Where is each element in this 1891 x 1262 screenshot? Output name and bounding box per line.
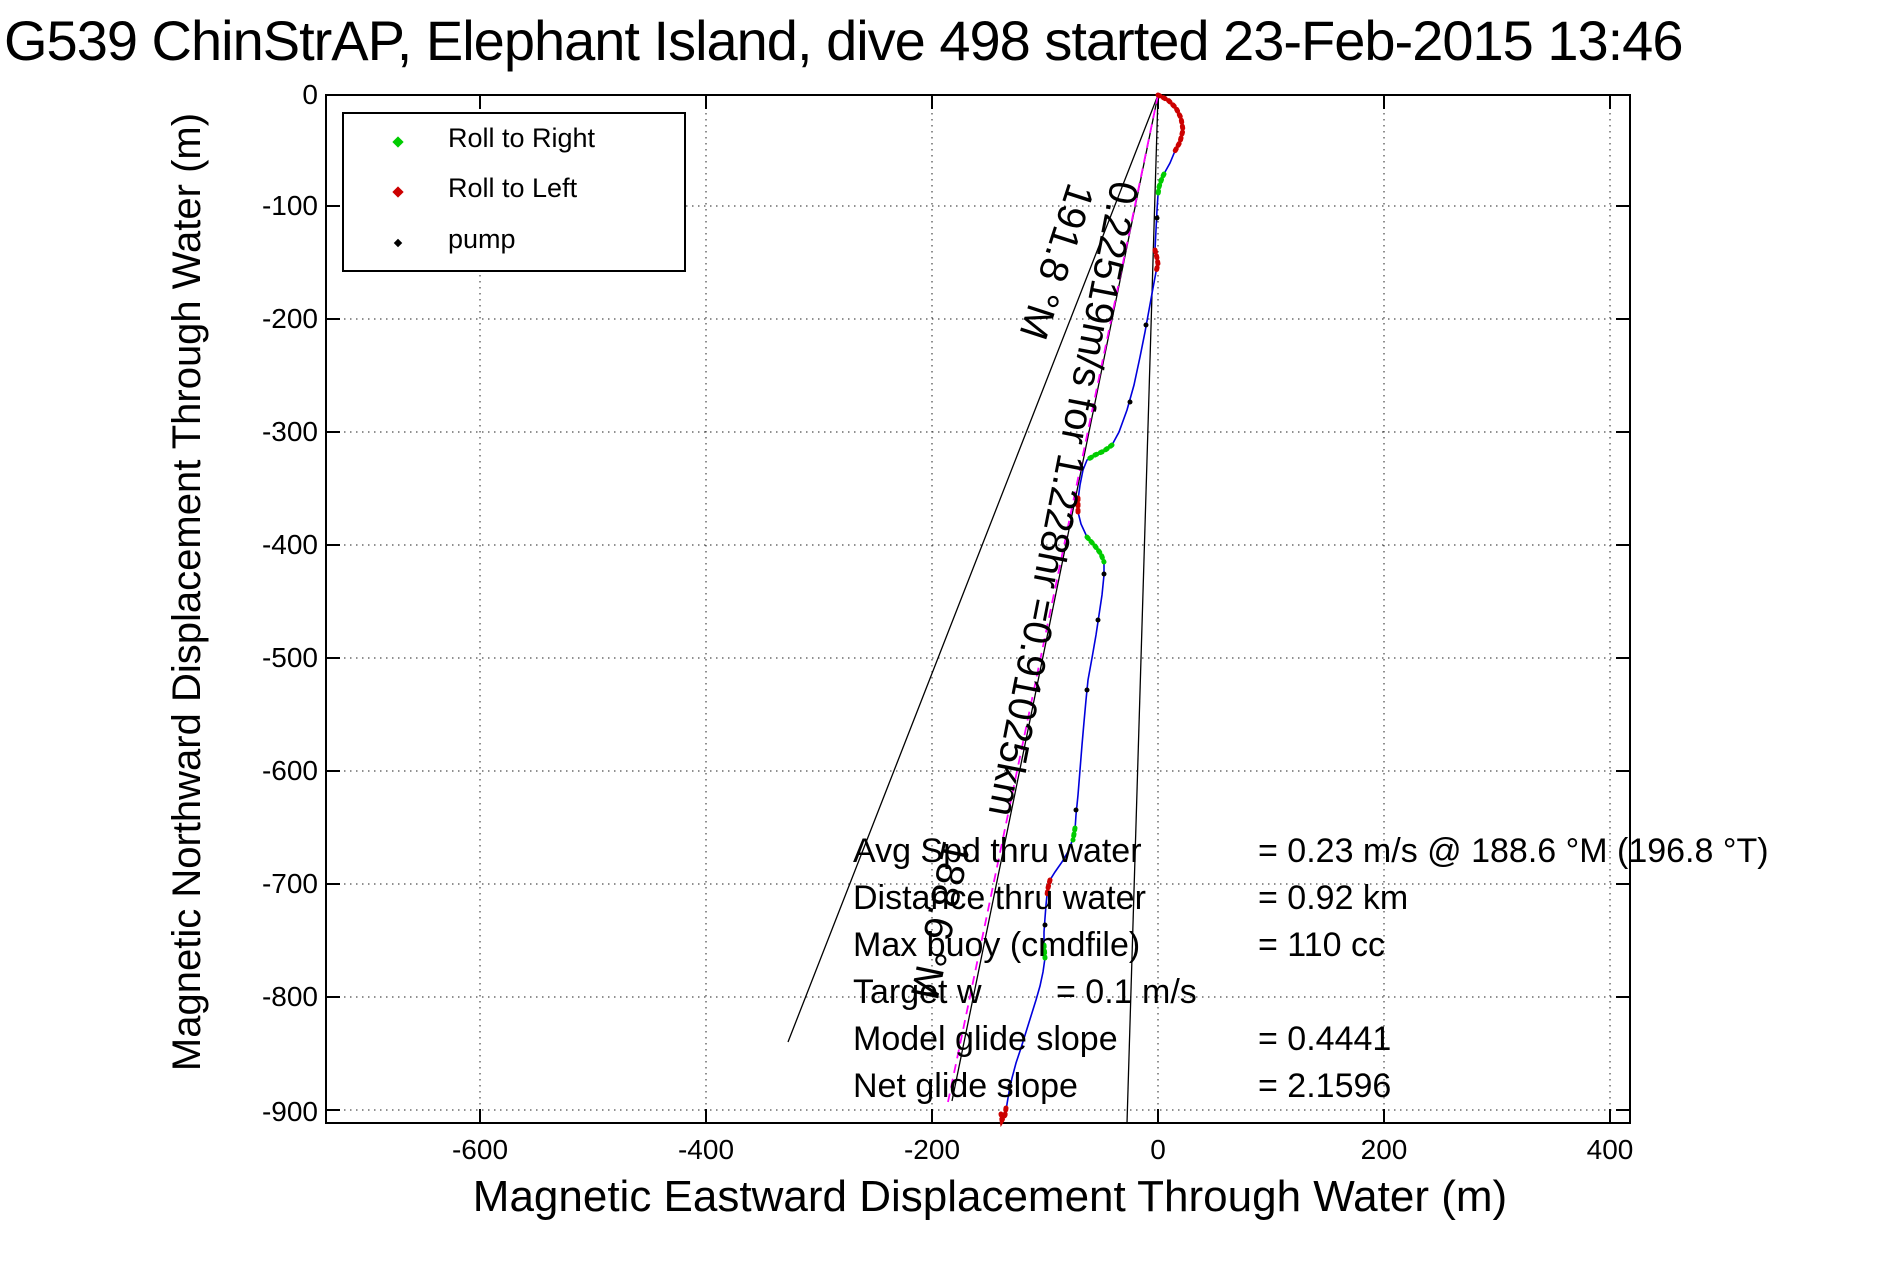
stat-label: Net glide slope [853,1067,1078,1105]
y-tick-label: -300 [261,416,318,447]
x-tick-label: 400 [1586,1134,1634,1165]
legend-item-pump: pump [344,224,684,256]
y-ticks-right [1616,205,1630,1111]
y-tick-label: 0 [302,79,318,110]
avg-course-line-magenta [947,94,1159,1103]
y-ticks-left [326,205,340,1111]
stat-avg-speed: Avg Spd thru water = 0.23 m/s @ 188.6 °M… [0,832,1891,874]
x-axis-label: Magnetic Eastward Displacement Through W… [472,1172,1508,1221]
y-tick-label: -200 [261,303,318,334]
stat-value: = 110 cc [1258,926,1385,964]
roll-right-marker-icon [392,136,404,148]
y-tick-label: -100 [261,190,318,221]
stat-label: Avg Spd thru water [853,832,1142,870]
legend-item-roll-to-left: Roll to Left [344,173,684,205]
stat-value: = 0.92 km [1258,879,1409,917]
x-tick-label: 200 [1360,1134,1408,1165]
roll-right-markers [1041,171,1167,961]
stat-target-w: Target w = 0.1 m/s [0,973,1891,1015]
x-ticks-bottom [479,1109,1611,1123]
legend-label: Roll to Left [448,173,578,203]
y-tick-label: -900 [261,1096,318,1127]
y-tick-label: -500 [261,642,318,673]
stat-label: Max buoy (cmdfile) [853,926,1141,964]
stat-distance: Distance thru water = 0.92 km [0,879,1891,921]
legend-item-roll-to-right: Roll to Right [344,123,684,155]
axes-box [325,94,1631,1124]
stat-model-glide-slope: Model glide slope = 0.4441 [0,1020,1891,1062]
stat-value: = 0.1 m/s [1056,973,1197,1011]
stat-label: Target w [853,973,982,1011]
roll-left-marker-icon [392,186,404,198]
x-tick-label: -200 [903,1134,961,1165]
pump-marker-icon [393,238,403,248]
y-tick-label: -600 [261,755,318,786]
x-ticks-top [479,95,1611,109]
vertical-reference-line [1126,94,1159,1124]
legend-label: Roll to Right [448,123,596,153]
figure-title: G539 ChinStrAP, Elephant Island, dive 49… [4,9,1683,72]
roll-left-markers [998,92,1186,1128]
grid-horizontal [326,205,1630,1111]
x-tick-label: 0 [1150,1134,1166,1165]
stat-net-glide-slope: Net glide slope = 2.1596 [0,1067,1891,1109]
stat-value: = 2.1596 [1258,1067,1392,1105]
x-tick-label: -400 [677,1134,735,1165]
x-tick-label: -600 [451,1134,509,1165]
legend: Roll to Right Roll to Left pump [342,112,686,272]
y-tick-label: -800 [261,981,318,1012]
desired-heading-line [787,94,1159,1043]
pump-markers [1007,215,1160,1089]
stat-label: Model glide slope [853,1020,1118,1058]
stat-label: Distance thru water [853,879,1146,917]
stat-value: = 0.23 m/s @ 188.6 °M (196.8 °T) [1258,832,1769,870]
y-tick-label: -700 [261,868,318,899]
y-tick-label: -400 [261,529,318,560]
legend-label: pump [448,224,516,254]
stat-max-buoy: Max buoy (cmdfile) = 110 cc [0,926,1891,968]
stat-value: = 0.4441 [1258,1020,1392,1058]
